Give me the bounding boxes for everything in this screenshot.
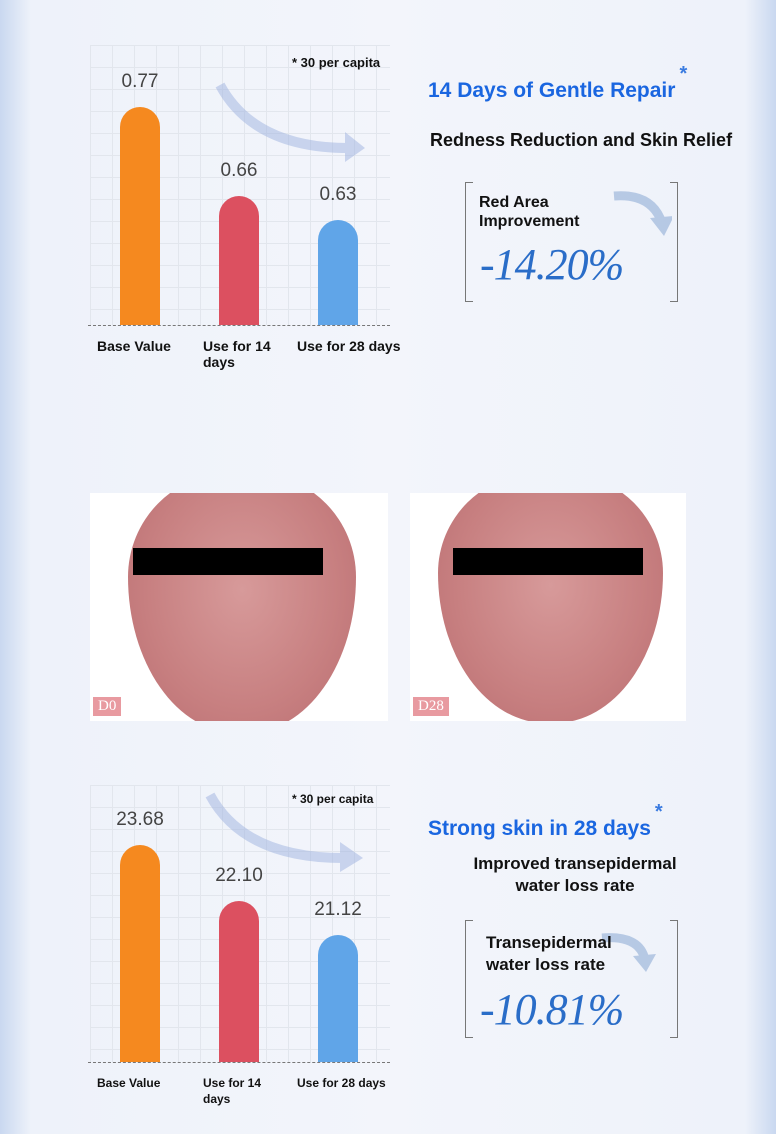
face-image [128,493,356,721]
section-subtitle: Improved transepidermal water loss rate [445,853,705,897]
data-label: 0.63 [319,184,357,206]
section-subtitle: Redness Reduction and Skin Relief [430,130,733,150]
data-label: 0.66 [220,159,258,181]
subtitle-line: Improved transepidermal [473,854,677,873]
metric-label-line: Transepidermal [486,933,612,952]
bar [219,195,259,325]
metric-label: Transepidermal water loss rate [486,932,612,976]
metric-label-line: Improvement [479,213,580,230]
bar [219,900,259,1062]
trend-arrow-icon [205,792,363,872]
metric-value: -10.81% [480,985,624,1034]
face-image [438,493,663,721]
sample-note: * 30 per capita [292,55,381,70]
subtitle-line: water loss rate [515,876,635,895]
data-label: 23.68 [116,809,164,831]
down-arrow-icon [613,191,672,236]
category-label: Use for 14 days [203,338,271,370]
bar [120,845,160,1062]
day-label: D28 [413,697,449,716]
trend-arrow-icon [215,82,365,162]
category-label: Use for 28 days [297,1076,386,1090]
chart-baseline [88,325,390,326]
metric-label: Red Area Improvement [479,193,579,231]
bar [120,107,160,325]
category-label: Base Value [97,1076,161,1090]
down-arrow-icon [601,933,656,972]
eye-mask [133,548,323,575]
bracket-right [670,182,678,302]
category-label: Use for 28 days [297,338,401,354]
after-photo: D28 [410,493,686,721]
section-title-row: Strong skin in 28 days * [428,802,663,842]
sample-note: * 30 per capita [292,792,374,806]
section-title: Strong skin in 28 days [428,817,651,840]
eye-mask [453,548,643,575]
section-title: 14 Days of Gentle Repair [428,79,676,102]
before-photo: D0 [90,493,388,721]
bracket-left [465,920,473,1038]
bracket-left [465,182,473,302]
category-label: Use for 14 days [203,1076,262,1106]
bar [318,935,358,1062]
asterisk: * [679,63,688,85]
data-label: 21.12 [314,899,362,921]
bracket-right [670,920,678,1038]
chart-baseline [88,1062,390,1063]
data-label: 0.77 [121,71,159,93]
bar [318,220,358,325]
asterisk: * [654,801,663,823]
day-label: D0 [93,697,122,716]
metric-value: -14.20% [480,240,624,289]
category-label: Base Value [97,338,171,354]
section-title-row: 14 Days of Gentle Repair * [428,64,687,104]
metric-label-line: Red Area [479,194,549,211]
data-label: 22.10 [215,864,263,886]
metric-label-line: water loss rate [486,955,606,974]
